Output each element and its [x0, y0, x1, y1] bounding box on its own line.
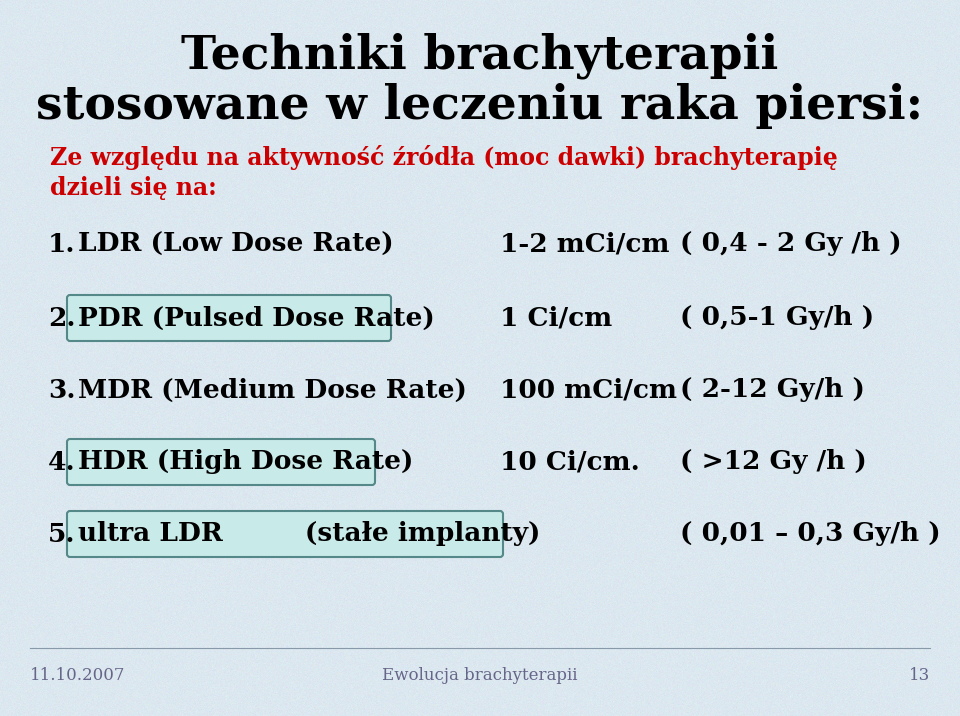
Text: 5.: 5.: [48, 521, 76, 546]
Text: LDR (Low Dose Rate): LDR (Low Dose Rate): [78, 231, 394, 256]
Text: 13: 13: [909, 667, 930, 684]
FancyBboxPatch shape: [67, 295, 391, 341]
Text: ( 0,01 – 0,3 Gy/h ): ( 0,01 – 0,3 Gy/h ): [680, 521, 941, 546]
Text: PDR (Pulsed Dose Rate): PDR (Pulsed Dose Rate): [78, 306, 435, 331]
Text: Ewolucja brachyterapii: Ewolucja brachyterapii: [382, 667, 578, 684]
Text: 2.: 2.: [48, 306, 76, 331]
Text: Ze względu na aktywność źródła (moc dawki) brachyterapię: Ze względu na aktywność źródła (moc dawk…: [50, 145, 838, 170]
FancyBboxPatch shape: [67, 511, 503, 557]
Text: ( 0,5-1 Gy/h ): ( 0,5-1 Gy/h ): [680, 306, 875, 331]
Text: 1.: 1.: [48, 231, 76, 256]
FancyBboxPatch shape: [67, 439, 375, 485]
Text: 10 Ci/cm.: 10 Ci/cm.: [500, 450, 639, 475]
Text: stosowane w leczeniu raka piersi:: stosowane w leczeniu raka piersi:: [36, 83, 924, 129]
Text: ultra LDR         (stałe implanty): ultra LDR (stałe implanty): [78, 521, 540, 546]
Text: ( 0,4 - 2 Gy /h ): ( 0,4 - 2 Gy /h ): [680, 231, 901, 256]
Text: 4.: 4.: [48, 450, 76, 475]
Text: ( 2-12 Gy/h ): ( 2-12 Gy/h ): [680, 377, 865, 402]
Text: ( >12 Gy /h ): ( >12 Gy /h ): [680, 450, 867, 475]
Text: 1 Ci/cm: 1 Ci/cm: [500, 306, 612, 331]
Text: MDR (Medium Dose Rate): MDR (Medium Dose Rate): [78, 377, 467, 402]
Text: 11.10.2007: 11.10.2007: [30, 667, 126, 684]
Text: Techniki brachyterapii: Techniki brachyterapii: [181, 33, 779, 79]
Text: 1-2 mCi/cm: 1-2 mCi/cm: [500, 231, 669, 256]
Text: HDR (High Dose Rate): HDR (High Dose Rate): [78, 450, 414, 475]
Text: dzieli się na:: dzieli się na:: [50, 176, 217, 200]
Text: 100 mCi/cm: 100 mCi/cm: [500, 377, 677, 402]
Text: 3.: 3.: [48, 377, 76, 402]
